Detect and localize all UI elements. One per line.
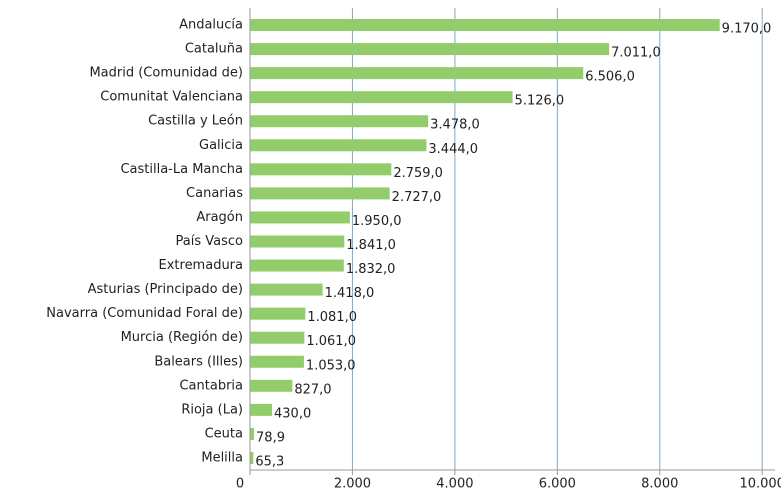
value-label: 6.506,0 xyxy=(585,70,635,85)
category-label: Comunitat Valenciana xyxy=(100,90,243,105)
value-label: 430,0 xyxy=(274,406,311,421)
category-label: Navarra (Comunidad Foral de) xyxy=(46,306,243,321)
category-label: Andalucía xyxy=(179,18,243,33)
x-tick-label: 4.000 xyxy=(436,477,473,490)
bar xyxy=(250,91,513,104)
x-tick-label: 0 xyxy=(236,477,244,490)
category-label: Extremadura xyxy=(159,258,244,273)
bar xyxy=(250,259,344,272)
bar xyxy=(250,211,350,224)
category-label: Rioja (La) xyxy=(181,402,243,417)
value-label: 5.126,0 xyxy=(515,94,565,109)
category-label: Murcia (Región de) xyxy=(121,330,243,345)
bar xyxy=(250,19,720,32)
x-tick-label: 2.000 xyxy=(334,477,371,490)
bar xyxy=(250,331,305,344)
bar xyxy=(250,67,584,80)
value-label: 2.759,0 xyxy=(393,166,443,181)
category-label: País Vasco xyxy=(176,234,244,249)
value-label: 3.478,0 xyxy=(430,118,480,133)
value-label: 1.950,0 xyxy=(352,214,402,229)
value-label: 7.011,0 xyxy=(611,46,661,61)
category-label: Balears (Illes) xyxy=(154,354,243,369)
category-label: Asturias (Principado de) xyxy=(88,282,243,297)
category-label: Melilla xyxy=(201,450,243,465)
category-label: Madrid (Comunidad de) xyxy=(89,66,243,81)
x-tick-label: 8.000 xyxy=(641,477,678,490)
value-label: 2.727,0 xyxy=(392,190,442,205)
value-label: 65,3 xyxy=(255,454,284,469)
category-label: Cantabria xyxy=(179,378,243,393)
bar xyxy=(250,355,304,368)
category-label: Ceuta xyxy=(205,426,243,441)
bar xyxy=(250,451,254,464)
bar xyxy=(250,403,273,416)
category-label: Galicia xyxy=(199,138,243,153)
value-label: 827,0 xyxy=(294,382,331,397)
bar xyxy=(250,187,390,200)
bar xyxy=(250,139,427,152)
category-label: Cataluña xyxy=(185,42,243,57)
bar xyxy=(250,43,610,56)
value-label: 1.081,0 xyxy=(307,310,357,325)
bar xyxy=(250,427,255,440)
value-label: 1.053,0 xyxy=(306,358,356,373)
bar xyxy=(250,283,323,296)
category-label: Canarias xyxy=(186,186,243,201)
value-label: 3.444,0 xyxy=(428,142,478,157)
bar xyxy=(250,235,345,248)
bar xyxy=(250,115,429,128)
x-tick-label: 10.000 xyxy=(739,477,781,490)
x-tick-label: 6.000 xyxy=(539,477,576,490)
category-label: Aragón xyxy=(196,210,243,225)
bar xyxy=(250,307,306,320)
value-label: 1.841,0 xyxy=(346,238,396,253)
value-label: 9.170,0 xyxy=(722,22,772,37)
category-label: Castilla-La Mancha xyxy=(120,162,243,177)
value-label: 1.061,0 xyxy=(306,334,356,349)
value-label: 1.832,0 xyxy=(346,262,396,277)
bar xyxy=(250,379,293,392)
bar xyxy=(250,163,392,176)
category-label: Castilla y León xyxy=(148,114,243,129)
value-label: 1.418,0 xyxy=(325,286,375,301)
value-label: 78,9 xyxy=(256,430,285,445)
